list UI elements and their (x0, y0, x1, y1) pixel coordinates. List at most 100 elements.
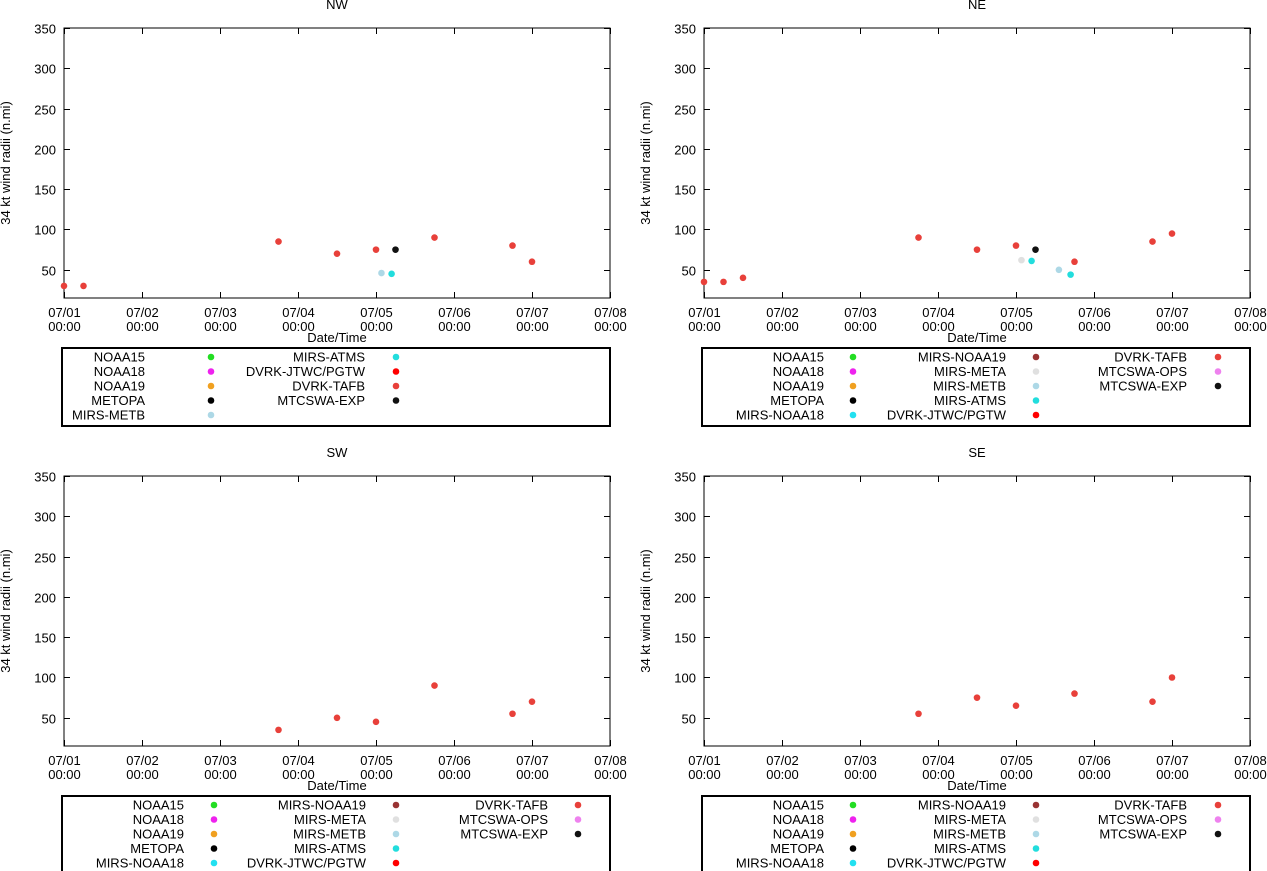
data-point (528, 698, 536, 705)
legend-marker (1214, 801, 1222, 809)
x-tick-label-date: 07/05 (1000, 305, 1033, 320)
legend-label: DVRK-JTWC/PGTW (246, 364, 366, 379)
legend-label: MIRS-NOAA18 (736, 408, 824, 423)
data-point (1149, 238, 1156, 245)
data-point (509, 242, 516, 249)
legend-label: MIRS-NOAA19 (918, 798, 1006, 813)
legend-marker (574, 830, 582, 838)
legend-marker (210, 830, 218, 838)
y-tick-label: 100 (674, 223, 696, 238)
x-axis-label: Date/Time (947, 330, 1006, 345)
legend-label: MTCSWA-OPS (459, 812, 548, 827)
legend-marker (210, 801, 218, 809)
y-tick-label: 150 (34, 631, 56, 646)
y-tick-label: 350 (674, 470, 696, 485)
legend-marker (1032, 816, 1040, 823)
x-tick-label-date: 07/06 (438, 305, 471, 320)
legend-label: DVRK-JTWC/PGTW (887, 856, 1007, 871)
data-point (528, 258, 536, 266)
data-point (973, 246, 981, 253)
x-tick-label-date: 07/04 (922, 753, 955, 768)
legend-label: DVRK-TAFB (475, 798, 548, 813)
x-tick-label-date: 07/02 (766, 305, 799, 320)
legend-box (61, 347, 611, 427)
y-axis-label: 34 kt wind radii (n.mi) (638, 101, 653, 225)
x-tick-label-time: 00:00 (48, 319, 81, 334)
x-tick-label-time: 00:00 (1156, 319, 1189, 334)
x-tick-label-time: 00:00 (1156, 767, 1189, 782)
legend-label: MIRS-METB (293, 827, 366, 842)
x-tick-label-time: 00:00 (438, 319, 471, 334)
data-point (1055, 266, 1063, 274)
data-point (1168, 674, 1176, 681)
legend-label: NOAA15 (94, 350, 145, 365)
legend-marker (392, 368, 400, 375)
legend-marker (1032, 411, 1040, 419)
x-tick-label-time: 00:00 (766, 767, 799, 782)
x-tick-label-time: 00:00 (282, 319, 315, 334)
legend-marker (392, 859, 400, 867)
legend-label: MTCSWA-EXP (1099, 827, 1187, 842)
x-tick-label-time: 00:00 (360, 319, 393, 334)
x-tick-label-date: 07/02 (766, 753, 799, 768)
legend-marker (849, 859, 857, 867)
legend-box (61, 795, 611, 871)
x-tick-label-time: 00:00 (766, 319, 799, 334)
legend-marker (210, 845, 218, 852)
x-tick-label-date: 07/03 (204, 305, 237, 320)
legend-marker (1032, 845, 1040, 852)
legend-label: NOAA18 (773, 812, 824, 827)
y-tick-label: 300 (34, 510, 56, 525)
legend-label: NOAA18 (133, 812, 184, 827)
legend-label: DVRK-TAFB (292, 379, 365, 394)
data-point (1032, 246, 1039, 253)
y-tick-label: 200 (34, 143, 56, 158)
legend-label: MIRS-ATMS (934, 393, 1006, 408)
legend-label: MIRS-META (934, 364, 1006, 379)
legend-marker (1032, 382, 1040, 390)
legend-label: MIRS-ATMS (934, 841, 1006, 856)
legend-box (701, 795, 1251, 871)
x-tick-label-date: 07/05 (1000, 753, 1033, 768)
data-point (378, 269, 385, 277)
x-axis-label: Date/Time (307, 330, 366, 345)
legend-marker (1032, 368, 1040, 375)
y-tick-label: 150 (674, 183, 696, 198)
x-tick-label-time: 00:00 (1078, 319, 1111, 334)
legend-marker (1032, 397, 1040, 404)
x-tick-label-time: 00:00 (922, 767, 955, 782)
legend-label: MIRS-META (294, 812, 366, 827)
legend-label: MIRS-NOAA18 (96, 856, 184, 871)
legend-marker (849, 353, 857, 361)
legend-label: MIRS-METB (933, 827, 1006, 842)
legend-marker (849, 382, 857, 390)
legend-label: MTCSWA-EXP (460, 827, 548, 842)
legend-label: METOPA (770, 393, 824, 408)
legend-marker (392, 845, 400, 852)
legend-label: METOPA (130, 841, 184, 856)
x-tick-label-date: 07/05 (360, 753, 393, 768)
y-tick-label: 50 (682, 712, 696, 727)
x-tick-label-date: 07/03 (204, 753, 237, 768)
legend-label: DVRK-JTWC/PGTW (247, 856, 367, 871)
legend-label: MTCSWA-EXP (1099, 379, 1187, 394)
y-tick-label: 300 (674, 510, 696, 525)
data-point (915, 234, 922, 241)
data-point (1071, 690, 1078, 697)
x-axis-label: Date/Time (947, 778, 1006, 793)
panel-ne: NE5010015020025030035007/0100:0007/0200:… (638, 0, 1267, 427)
legend-label: MTCSWA-OPS (1098, 364, 1187, 379)
legend-marker (392, 382, 400, 390)
legend-marker (207, 397, 215, 404)
legend-marker (207, 353, 215, 361)
x-tick-label-time: 00:00 (1000, 319, 1033, 334)
x-tick-label-time: 00:00 (516, 767, 549, 782)
chart-title: SW (327, 445, 349, 460)
panel-sw: SW5010015020025030035007/0100:0007/0200:… (0, 445, 627, 871)
x-tick-label-time: 00:00 (516, 319, 549, 334)
legend-marker (392, 816, 400, 823)
chart-title: NW (326, 0, 348, 12)
legend-label: METOPA (770, 841, 824, 856)
x-tick-label-date: 07/08 (1234, 753, 1267, 768)
x-tick-label-date: 07/07 (1156, 753, 1189, 768)
